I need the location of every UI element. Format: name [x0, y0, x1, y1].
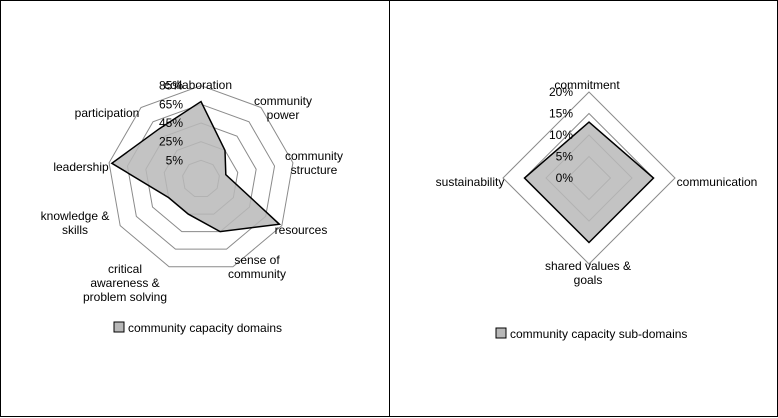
- category-label-participation: participation: [75, 106, 140, 120]
- tick-label-3: 65%: [159, 97, 183, 111]
- grid-ring-4: [502, 91, 676, 265]
- category-label-line: participation: [75, 106, 140, 120]
- category-label-line: goals: [574, 273, 603, 287]
- tick-label-2: 45%: [159, 116, 183, 130]
- category-label-line: community: [285, 149, 343, 163]
- category-label-line: awareness &: [90, 276, 159, 290]
- legend-label: community capacity sub-domains: [510, 327, 687, 341]
- category-label-sustainability: sustainability: [436, 175, 505, 189]
- category-label-line: sense of: [234, 253, 280, 267]
- legend-label: community capacity domains: [128, 321, 282, 335]
- category-label-line: shared values &: [545, 259, 631, 273]
- domains-chart-panel: 5% 25% 45% 65% 85% collaboration community powe…: [0, 0, 390, 417]
- tick-label-1: 25%: [159, 135, 183, 149]
- category-label-line: skills: [62, 223, 88, 237]
- tick-label-0: 5%: [166, 153, 184, 167]
- category-label-resources: resources: [275, 223, 328, 237]
- data-area: [110, 100, 282, 233]
- subdomains-chart-panel: 0% 5% 10% 15% 20% commitment communication shar…: [389, 0, 778, 417]
- tick-label-0: 0%: [556, 171, 574, 185]
- category-label-line: collaboration: [164, 78, 232, 92]
- category-label-line: critical: [108, 262, 142, 276]
- category-label-line: community: [254, 94, 312, 108]
- tick-label-1: 5%: [556, 150, 574, 164]
- category-label-knowledge-skills: knowledge &skills: [41, 209, 110, 237]
- tick-label-4: 20%: [549, 85, 573, 99]
- tick-label-2: 10%: [549, 128, 573, 142]
- subdomains-radar-chart: 0% 5% 10% 15% 20%commitment communication shar…: [436, 78, 758, 341]
- category-label-line: leadership: [53, 160, 109, 174]
- tick-label-3: 15%: [549, 107, 573, 121]
- category-label-commitment: commitment: [554, 78, 620, 92]
- category-label-line: commitment: [554, 78, 620, 92]
- category-label-shared-values-goals: shared values &goals: [545, 259, 631, 287]
- category-label-leadership: leadership: [53, 160, 109, 174]
- domains-radar-chart: 5%25%45%65%85%collaborationcommunitypowe…: [41, 78, 343, 335]
- category-label-line: structure: [291, 163, 338, 177]
- category-label-collaboration: collaboration: [164, 78, 232, 92]
- category-label-line: community: [228, 267, 286, 281]
- category-label-line: power: [267, 108, 300, 122]
- category-label-line: communication: [677, 175, 758, 189]
- grid-ring-4: [108, 85, 294, 268]
- category-label-line: problem solving: [83, 290, 167, 304]
- category-label-line: sustainability: [436, 175, 505, 189]
- category-label-line: knowledge &: [41, 209, 110, 223]
- category-label-communication: communication: [677, 175, 758, 189]
- legend-swatch: [113, 321, 125, 333]
- data-area: [523, 121, 655, 244]
- tick-label-4: 85%: [159, 79, 183, 93]
- legend-swatch: [495, 327, 507, 339]
- category-label-line: resources: [275, 223, 328, 237]
